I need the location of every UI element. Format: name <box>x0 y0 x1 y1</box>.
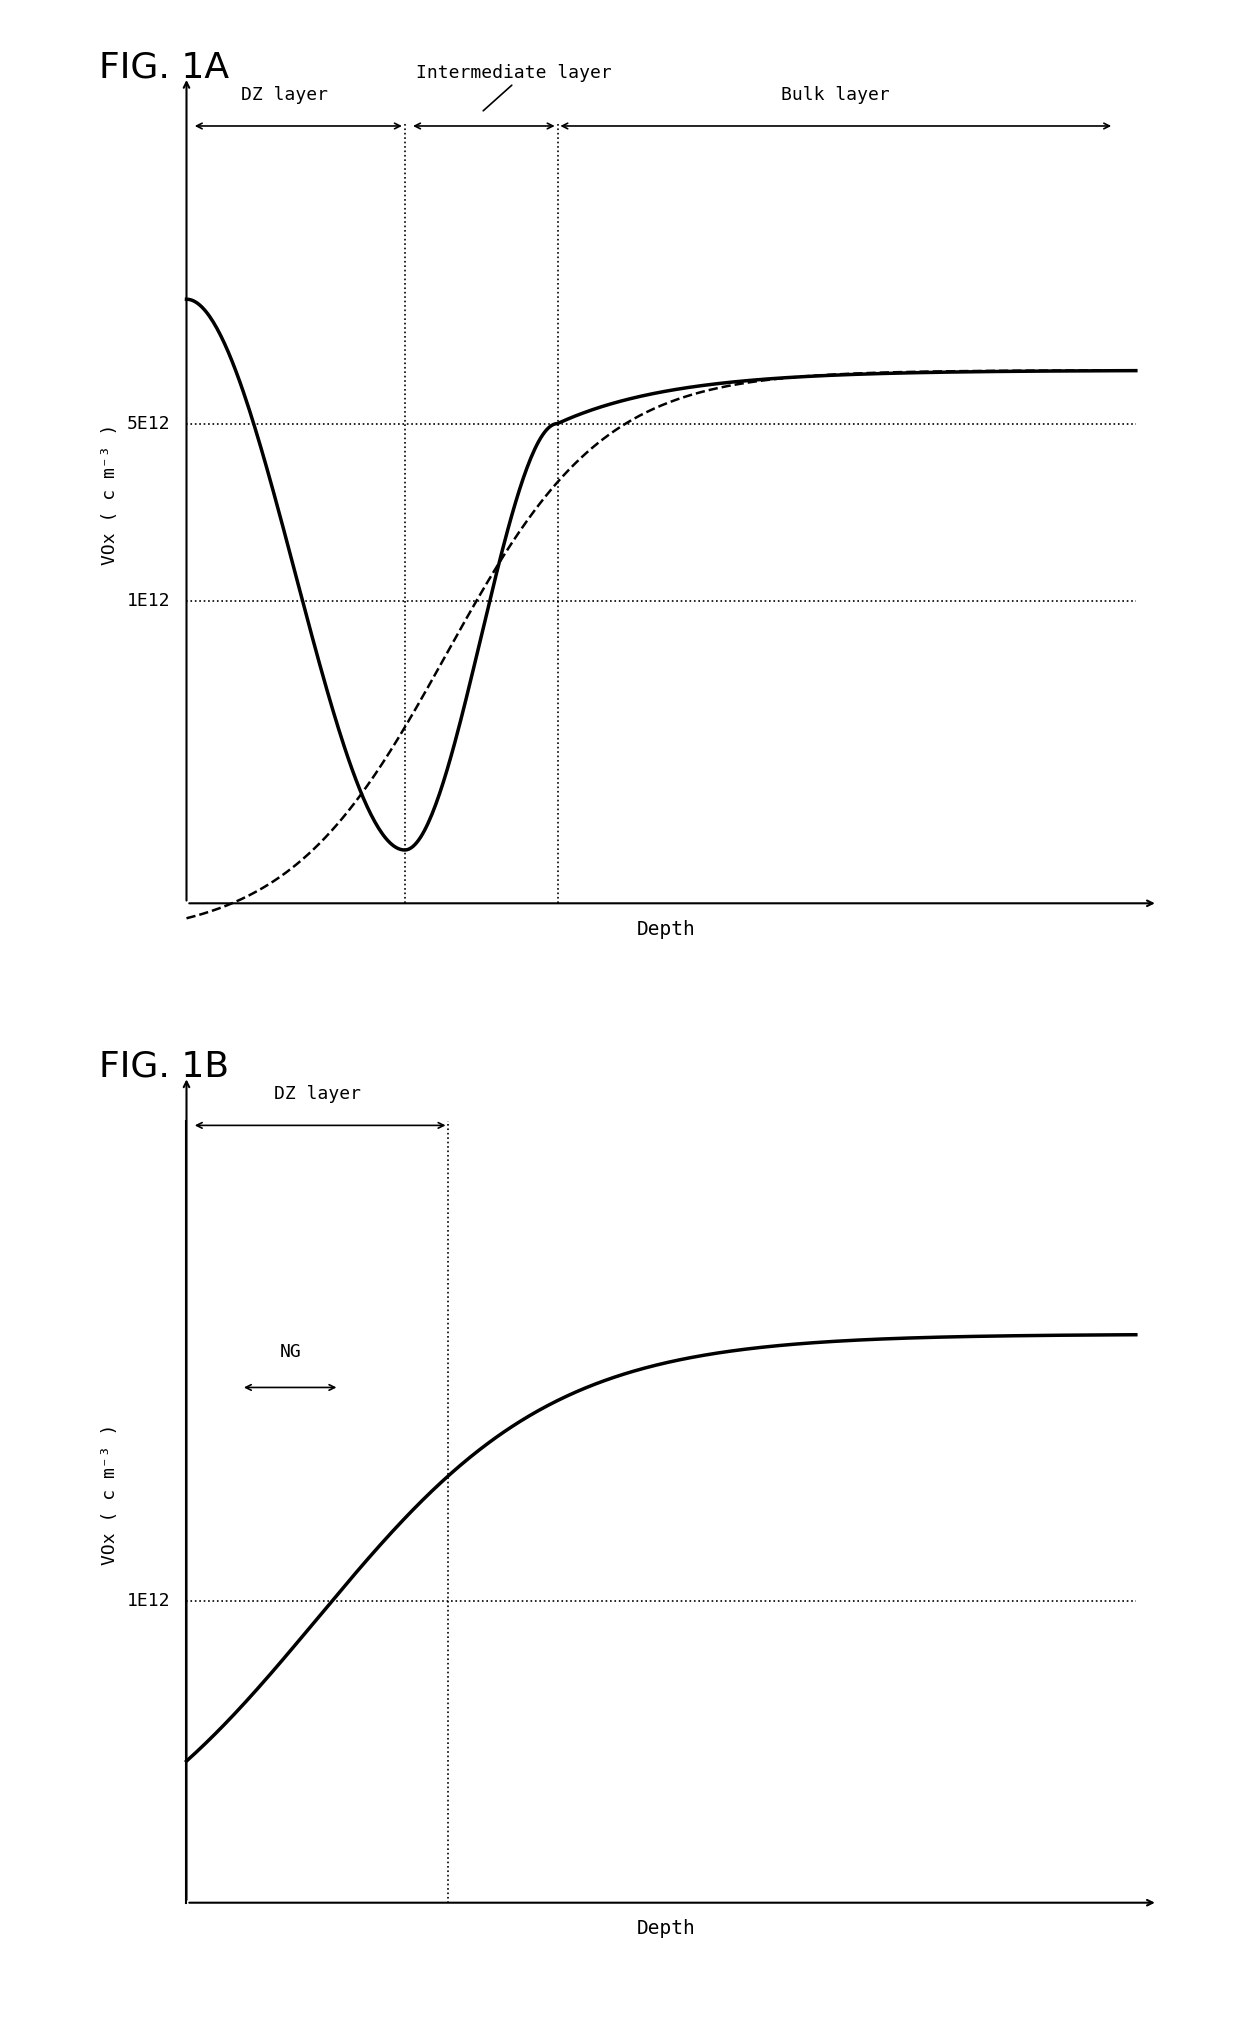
Text: Depth: Depth <box>637 1920 696 1938</box>
Text: NG: NG <box>279 1343 301 1361</box>
Text: 1E12: 1E12 <box>126 592 170 610</box>
Text: FIG. 1B: FIG. 1B <box>99 1050 229 1084</box>
Text: 1E12: 1E12 <box>126 1591 170 1609</box>
Text: DZ layer: DZ layer <box>274 1084 361 1102</box>
Text: Intermediate layer: Intermediate layer <box>415 65 611 81</box>
Text: VOx ( c m⁻³ ): VOx ( c m⁻³ ) <box>102 1423 119 1565</box>
Text: Bulk layer: Bulk layer <box>781 85 890 103</box>
Text: DZ layer: DZ layer <box>242 85 329 103</box>
Text: Depth: Depth <box>637 921 696 939</box>
Text: 5E12: 5E12 <box>126 414 170 432</box>
Text: VOx ( c m⁻³ ): VOx ( c m⁻³ ) <box>102 424 119 565</box>
Text: FIG. 1A: FIG. 1A <box>99 50 229 85</box>
